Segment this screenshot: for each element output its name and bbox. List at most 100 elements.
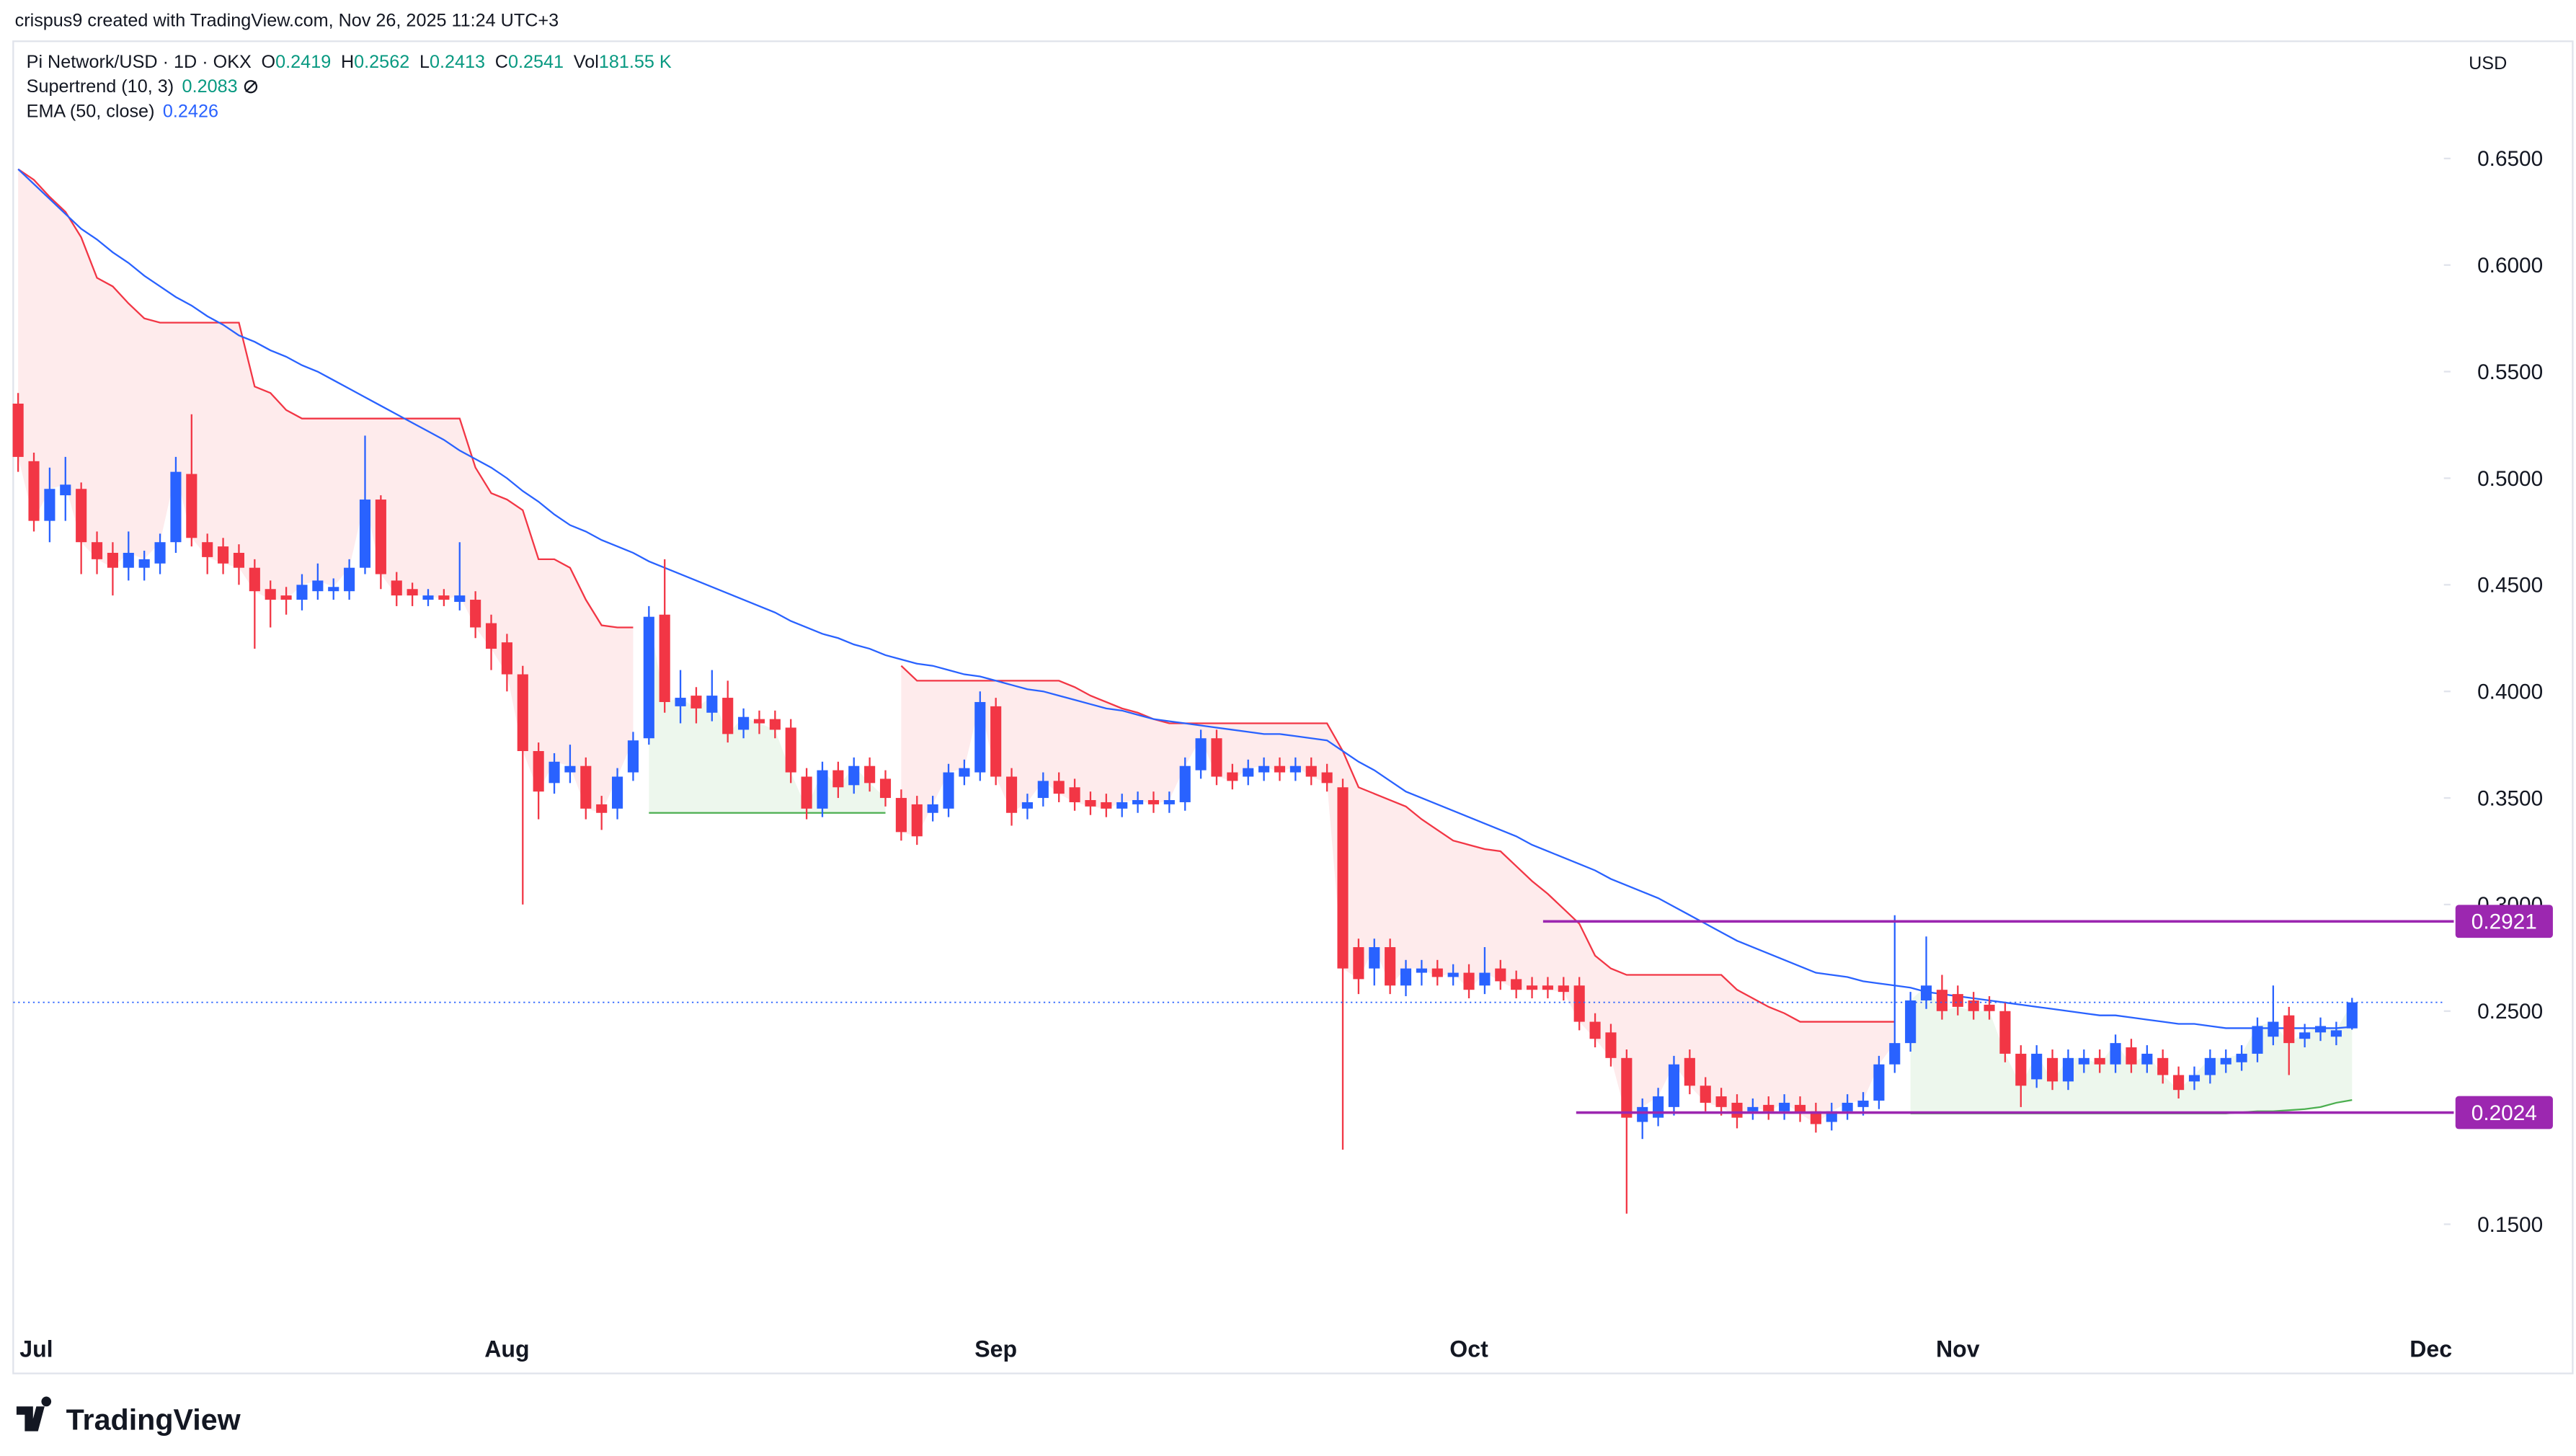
candle-body [501, 642, 512, 675]
candle-body [2062, 1057, 2074, 1082]
candle-body [1243, 768, 1254, 777]
candle-body [1747, 1106, 1759, 1111]
legend-value: 0.2541 [508, 52, 564, 72]
candle-body [170, 471, 182, 543]
candle-body [470, 600, 481, 628]
candle-body [974, 701, 986, 773]
indicator-name: Supertrend (10, 3) [27, 76, 174, 97]
trend-fill [649, 616, 886, 813]
candle-body [1653, 1096, 1664, 1118]
candle-body [611, 776, 623, 809]
y-tick-label: 0.6500 [2477, 147, 2543, 171]
candle-body [454, 595, 466, 602]
candle-body [1905, 1000, 1917, 1044]
candle-body [927, 804, 938, 813]
candle-body [1274, 765, 1286, 773]
legend-label: O [262, 52, 276, 72]
candle-body [1573, 985, 1585, 1022]
candle-body [2094, 1057, 2105, 1065]
candle-body [249, 567, 260, 592]
candle-body [864, 765, 876, 784]
candle-body [76, 489, 87, 543]
candle-body [218, 546, 229, 564]
candle-body [659, 614, 670, 702]
candle-body [233, 552, 245, 568]
candle-body [1621, 1057, 1633, 1118]
candle-body [1920, 985, 1932, 1000]
candle-body [690, 696, 702, 709]
candle-body [1321, 772, 1333, 784]
candle-body [1431, 968, 1443, 977]
candle-body [2330, 1030, 2342, 1037]
y-tick-label: 0.2500 [2477, 1000, 2543, 1024]
candle-body [1101, 802, 1112, 809]
credit: crispus9 created with TradingView.com, N… [15, 11, 559, 31]
candle-body [1416, 968, 1427, 973]
candle-body [675, 698, 686, 706]
candle-body [2110, 1043, 2121, 1065]
supertrend-line [17, 168, 1895, 1023]
candle-body [2015, 1053, 2027, 1086]
logo-text: TradingView [66, 1403, 241, 1436]
candle-body [1873, 1064, 1885, 1101]
candle-body [596, 804, 608, 813]
candle-body [533, 750, 544, 792]
candle-body [1211, 738, 1222, 777]
candle-body [517, 674, 528, 751]
candle-body [1763, 1104, 1775, 1111]
candle-body [2126, 1047, 2137, 1065]
level-label-box [2455, 905, 2553, 938]
candle-body [107, 552, 118, 568]
indicator-value: 0.2426 [163, 102, 218, 122]
candle-body [123, 552, 134, 568]
candle-body [1794, 1104, 1806, 1114]
candle-body [60, 484, 71, 496]
candle-body [2157, 1057, 2169, 1075]
candle-body [990, 706, 1002, 777]
candle-body [879, 778, 892, 799]
legend-value: 0.2562 [354, 52, 409, 72]
candle-body [959, 768, 970, 777]
x-tick-label: Aug [484, 1336, 529, 1362]
visibility-icon[interactable] [244, 80, 258, 94]
candle-body [1337, 787, 1349, 969]
candle-body [801, 776, 812, 809]
symbol-title: Pi Network/USD · 1D · OKX [27, 52, 252, 72]
candle-body [1700, 1086, 1711, 1103]
candle-body [296, 585, 308, 600]
candle-body [1369, 947, 1380, 969]
x-tick-label: Nov [1936, 1336, 1980, 1362]
level-label-box [2455, 1096, 2553, 1129]
candle-body [1305, 765, 1317, 777]
candle-body [706, 696, 718, 713]
y-tick-label: 0.5000 [2477, 467, 2543, 491]
candle-body [911, 804, 923, 837]
candle-body [722, 698, 734, 734]
candle-body [359, 500, 371, 568]
candle-body [1400, 968, 1412, 986]
trend-fill [901, 665, 1895, 1124]
indicator-legend: Supertrend (10, 3) 0.2083 [27, 76, 238, 97]
candle-body [2173, 1075, 2185, 1091]
candle-body [580, 765, 592, 809]
candle-body [1936, 990, 1947, 1011]
candle-body [1889, 1043, 1901, 1065]
candle-body [1526, 985, 1538, 990]
candle-body [12, 403, 24, 457]
candle-body [895, 798, 907, 833]
indicator-name: EMA (50, close) [27, 102, 155, 122]
candle-body [1053, 781, 1065, 794]
candle-body [407, 589, 418, 596]
trend-fill [18, 169, 634, 813]
candle-body [1511, 979, 1522, 990]
candle-body [785, 727, 796, 773]
x-tick-label: Jul [19, 1336, 53, 1362]
candle-body [1258, 765, 1270, 773]
candle-body [1447, 972, 1459, 977]
candle-body [186, 474, 197, 538]
legend-value: 0.2419 [275, 52, 331, 72]
candle-body [1495, 968, 1506, 982]
candle-body [1163, 800, 1175, 804]
